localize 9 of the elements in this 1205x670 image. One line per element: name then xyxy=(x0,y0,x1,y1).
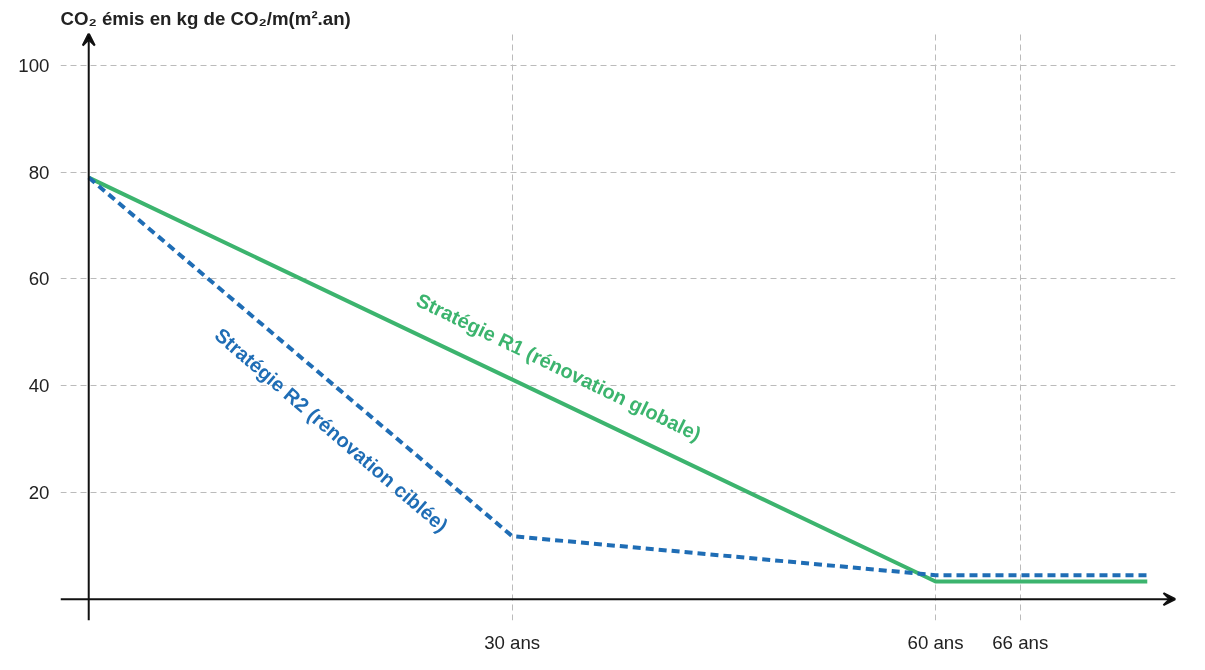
x-tick-label: 66 ans xyxy=(992,631,1049,653)
y-tick-label: 40 xyxy=(28,375,50,397)
y-tick-label: 60 xyxy=(28,268,50,290)
x-tick-label: 60 ans xyxy=(907,631,964,653)
y-tick-label: 100 xyxy=(18,55,50,77)
y-tick-label: 80 xyxy=(28,161,50,183)
y-axis-title: CO₂ émis en kg de CO₂/m(m².an) xyxy=(60,7,351,29)
y-tick-label: 20 xyxy=(28,481,50,503)
x-tick-label: 30 ans xyxy=(484,631,541,653)
